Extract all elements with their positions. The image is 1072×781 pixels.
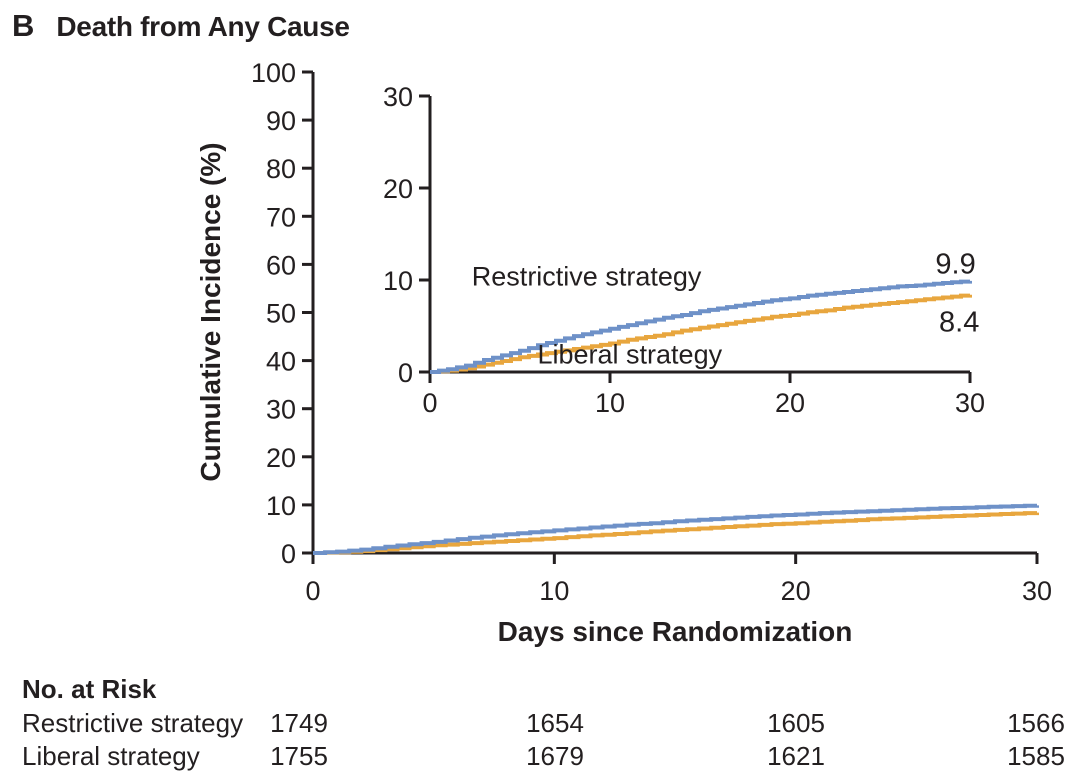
main-xtick-label: 30 bbox=[1022, 576, 1052, 606]
inset-ytick-label: 10 bbox=[383, 266, 413, 296]
inset-xtick-label: 10 bbox=[595, 388, 625, 418]
main-ytick-label: 100 bbox=[251, 58, 296, 88]
annotation-liberal-strategy: Liberal strategy bbox=[537, 340, 722, 370]
main-ytick-label: 60 bbox=[266, 250, 296, 280]
inset-xtick-label: 0 bbox=[422, 388, 437, 418]
risk-table-title: No. at Risk bbox=[22, 674, 157, 704]
risk-value: 1621 bbox=[767, 741, 825, 771]
main-xtick-label: 20 bbox=[781, 576, 811, 606]
main-ytick-label: 0 bbox=[281, 539, 296, 569]
risk-value: 1605 bbox=[767, 708, 825, 738]
panel-header: B Death from Any Cause bbox=[12, 8, 350, 44]
risk-value: 1679 bbox=[526, 741, 584, 771]
main-ytick-label: 20 bbox=[266, 443, 296, 473]
main-ytick-label: 80 bbox=[266, 154, 296, 184]
risk-value: 1585 bbox=[1007, 741, 1065, 771]
main-ytick-label: 70 bbox=[266, 202, 296, 232]
x-axis-label: Days since Randomization bbox=[497, 616, 853, 647]
risk-value: 1566 bbox=[1007, 708, 1065, 738]
inset-xtick-label: 20 bbox=[775, 388, 805, 418]
main-ytick-label: 10 bbox=[266, 491, 296, 521]
y-axis-label: Cumulative Incidence (%) bbox=[195, 142, 226, 482]
inset-ytick-label: 20 bbox=[383, 174, 413, 204]
inset-curve-restrictive-strategy bbox=[430, 279, 972, 374]
main-xtick-label: 0 bbox=[305, 576, 320, 606]
main-ytick-label: 30 bbox=[266, 395, 296, 425]
main-ytick-label: 90 bbox=[266, 106, 296, 136]
risk-value: 1755 bbox=[270, 741, 328, 771]
risk-row-label: Restrictive strategy bbox=[22, 708, 244, 738]
main-xtick-label: 10 bbox=[539, 576, 569, 606]
annotation-9-9: 9.9 bbox=[935, 248, 975, 280]
main-curve-restrictive-strategy bbox=[313, 503, 1039, 555]
main-ytick-label: 40 bbox=[266, 347, 296, 377]
main-axis-line bbox=[311, 72, 1037, 555]
risk-value: 1654 bbox=[526, 708, 584, 738]
panel-title: Death from Any Cause bbox=[56, 11, 350, 42]
inset-ytick-label: 0 bbox=[398, 358, 413, 388]
inset-xtick-label: 30 bbox=[955, 388, 985, 418]
main-ytick-label: 50 bbox=[266, 299, 296, 329]
risk-value: 1749 bbox=[270, 708, 328, 738]
inset-curve-liberal-strategy bbox=[430, 293, 972, 374]
annotation-restrictive-strategy: Restrictive strategy bbox=[472, 261, 702, 291]
risk-row-label: Liberal strategy bbox=[22, 741, 200, 771]
main-curve-liberal-strategy bbox=[313, 511, 1039, 555]
inset-ytick-label: 30 bbox=[383, 82, 413, 112]
annotation-8-4: 8.4 bbox=[939, 306, 979, 338]
panel-letter: B bbox=[12, 8, 35, 43]
